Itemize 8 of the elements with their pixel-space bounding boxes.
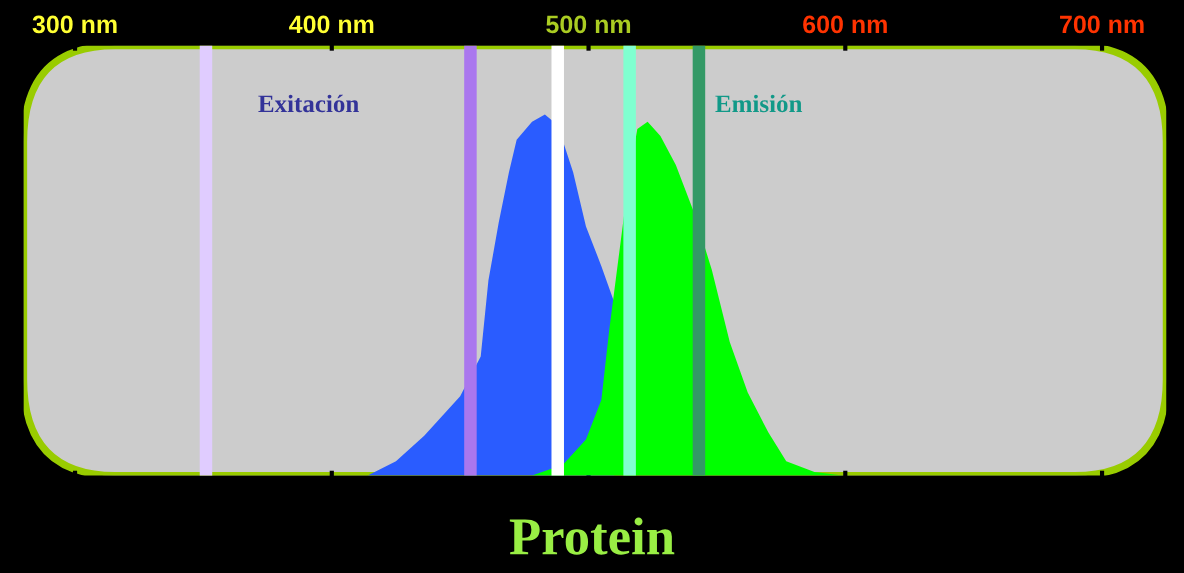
text: Emisión (715, 94, 803, 113)
text: Exitación (258, 94, 359, 113)
x-tick-label: 500 nm (546, 15, 631, 34)
x-tick-label: 700 nm (1060, 15, 1144, 34)
text: Protein (509, 517, 675, 555)
x-tick-label: 300 nm (32, 15, 117, 34)
x-tick-label: 400 nm (289, 15, 374, 34)
x-tick-label: 600 nm (803, 15, 887, 34)
